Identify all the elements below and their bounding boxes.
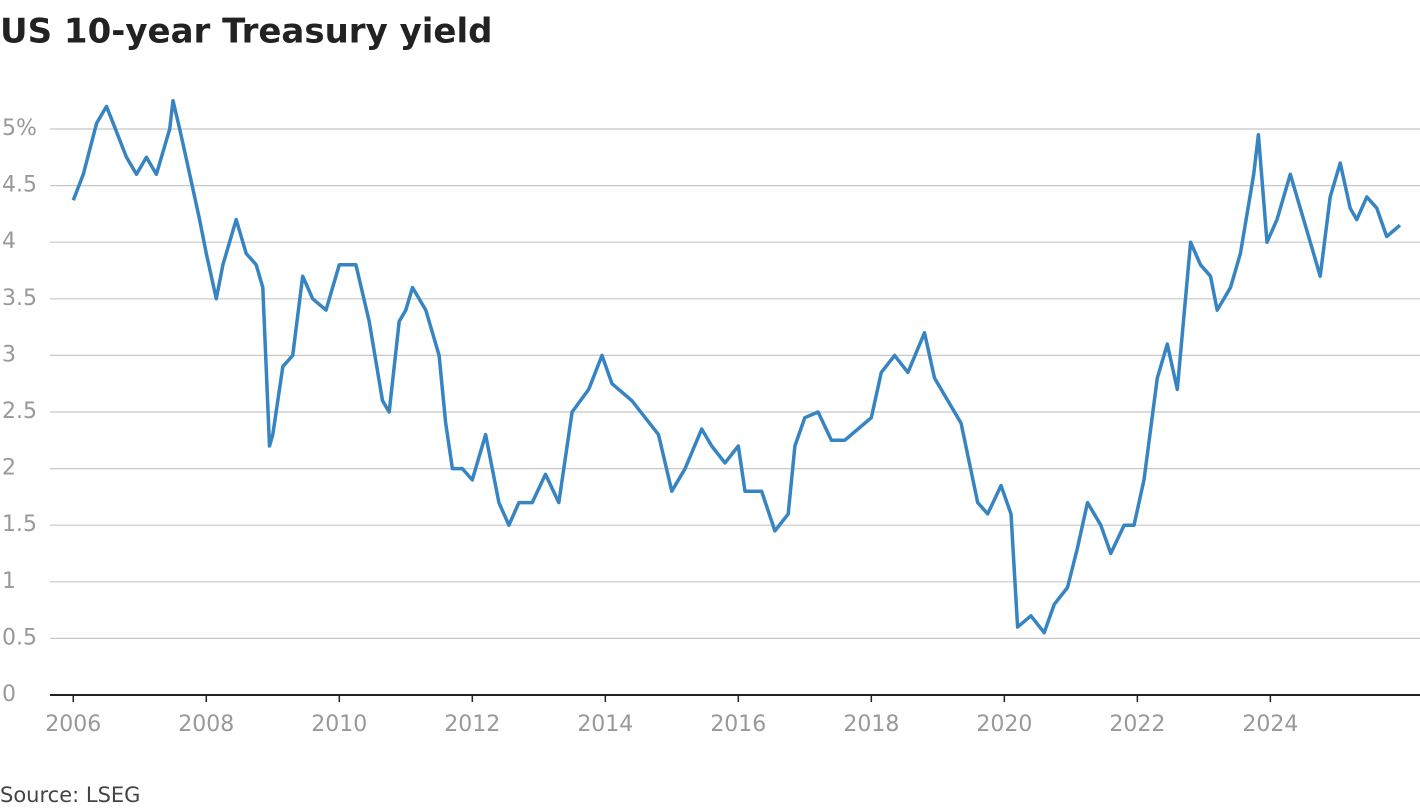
x-tick-label: 2024 bbox=[1242, 712, 1298, 737]
x-tick-label: 2016 bbox=[710, 712, 766, 737]
y-tick-label: 0.5 bbox=[2, 625, 37, 650]
y-tick-label: 1.5 bbox=[2, 512, 37, 537]
x-tick-label: 2010 bbox=[311, 712, 367, 737]
y-tick-label: 3.5 bbox=[2, 286, 37, 311]
chart-title: US 10-year Treasury yield bbox=[0, 12, 492, 52]
x-tick-label: 2020 bbox=[976, 712, 1032, 737]
x-tick-label: 2014 bbox=[577, 712, 633, 737]
y-tick-label: 3 bbox=[2, 342, 16, 367]
y-tick-label: 4.5 bbox=[2, 173, 37, 198]
source: Source: LSEG bbox=[0, 783, 140, 807]
y-tick-label: 5% bbox=[2, 116, 37, 141]
y-tick-label: 1 bbox=[2, 569, 16, 594]
x-tick-label: 2018 bbox=[843, 712, 899, 737]
y-tick-label: 4 bbox=[2, 229, 16, 254]
y-tick-label: 2.5 bbox=[2, 399, 37, 424]
x-tick-label: 2006 bbox=[45, 712, 101, 737]
line bbox=[71, 98, 1402, 635]
x-tick-label: 2012 bbox=[444, 712, 500, 737]
y-tick-label: 0 bbox=[2, 682, 16, 707]
y-tick-label: 2 bbox=[2, 456, 16, 481]
x-tick-label: 2022 bbox=[1109, 712, 1165, 737]
x-tick-label: 2008 bbox=[178, 712, 234, 737]
